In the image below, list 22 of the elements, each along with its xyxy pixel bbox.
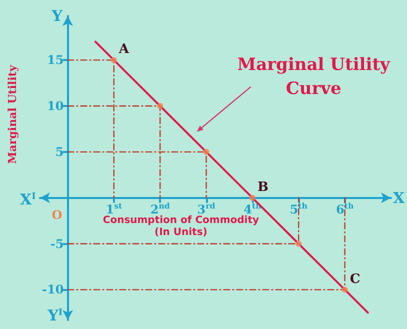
point [296, 240, 302, 247]
point [203, 148, 210, 155]
y-tick-label: 5 [55, 144, 64, 159]
annotation: Y$^{I}$ [48, 305, 63, 326]
annotation: B [257, 180, 268, 195]
point [110, 57, 117, 64]
annotation: A [118, 42, 129, 58]
annotation: O [52, 206, 62, 224]
point [342, 286, 348, 293]
point [157, 103, 164, 110]
annotation: Y [52, 6, 62, 27]
x-axis-title: Consumption of Commodity (In Units) [102, 214, 260, 239]
text: X$^{I}$ [20, 189, 36, 210]
y-tick-label: -10 [42, 282, 64, 297]
point [249, 194, 256, 201]
y-axis-title: Marginal Utility [5, 66, 18, 164]
annotation: Marginal Utility Curve [237, 54, 390, 101]
text: X [393, 188, 405, 209]
y-tick-label: 10 [47, 99, 64, 114]
annotation: C [350, 272, 360, 287]
y-tick-label: 15 [47, 53, 64, 68]
y-tick-label: -5 [50, 236, 64, 251]
